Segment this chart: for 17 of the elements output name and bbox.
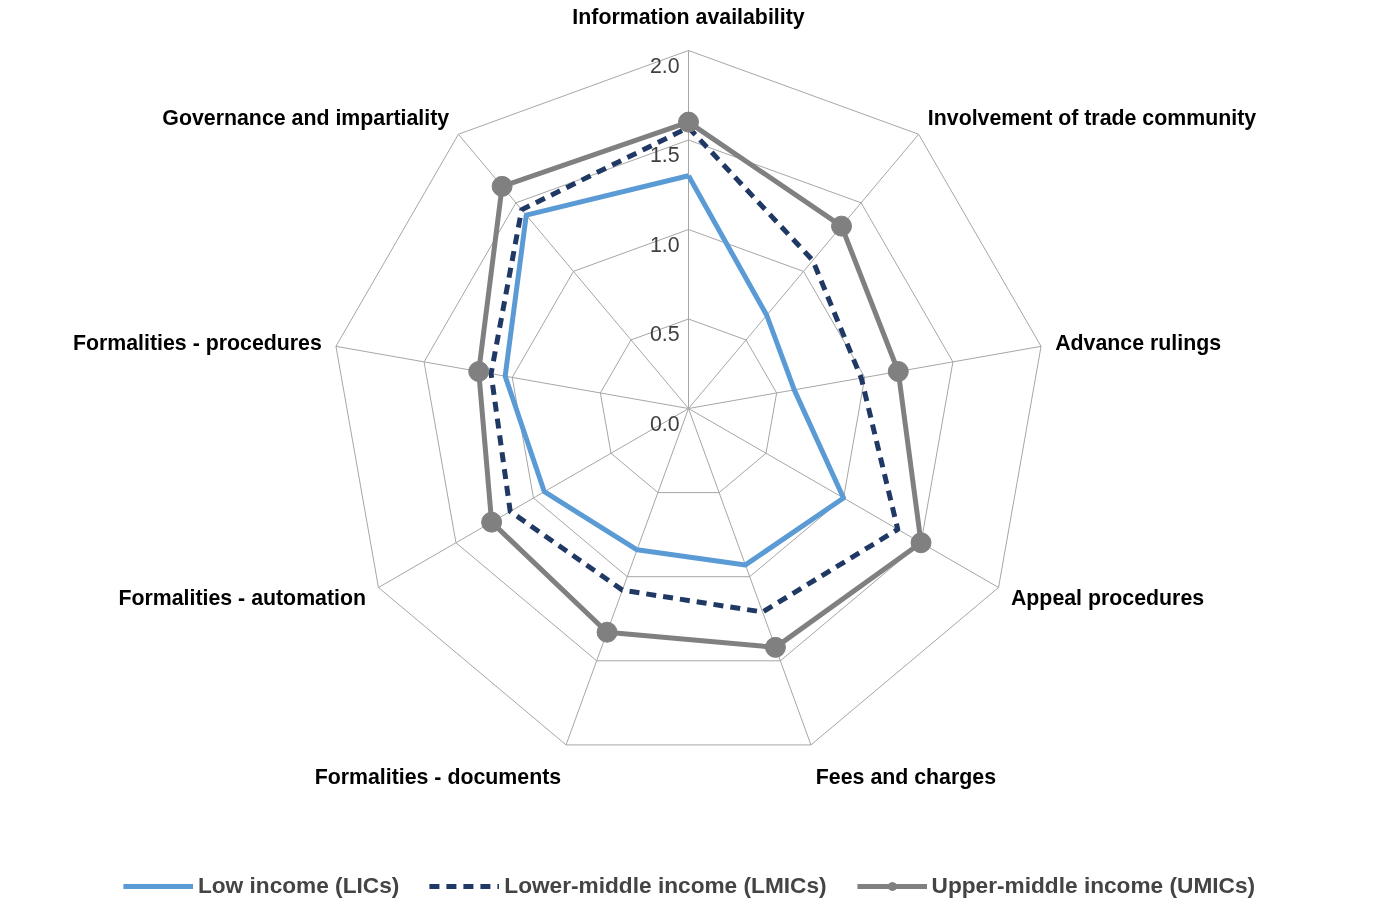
y-tick-label: 0.5 xyxy=(649,322,680,347)
legend-label: Upper-middle income (UMICs) xyxy=(931,872,1256,899)
spoke-label: Appeal procedures xyxy=(1010,586,1205,611)
spoke-label: Involvement of trade community xyxy=(927,105,1257,130)
legend-label: Low income (LICs) xyxy=(197,872,400,899)
legend-label: Lower-middle income (LMICs) xyxy=(504,872,827,899)
spoke-label: Advance rulings xyxy=(1055,330,1222,355)
y-tick-label: 2.0 xyxy=(649,53,680,78)
spoke-label: Governance and impartiality xyxy=(162,105,450,130)
spoke-label: Fees and charges xyxy=(815,765,997,790)
spoke-label: Formalities - automation xyxy=(118,586,367,611)
y-tick-label: 1.0 xyxy=(649,232,680,257)
y-tick-label: 1.5 xyxy=(649,143,680,168)
spoke-label: Formalities - documents xyxy=(314,765,562,790)
y-tick-label: 0.0 xyxy=(649,411,680,436)
spoke-label: Information availability xyxy=(572,5,805,30)
spoke-label: Formalities - procedures xyxy=(72,330,322,355)
